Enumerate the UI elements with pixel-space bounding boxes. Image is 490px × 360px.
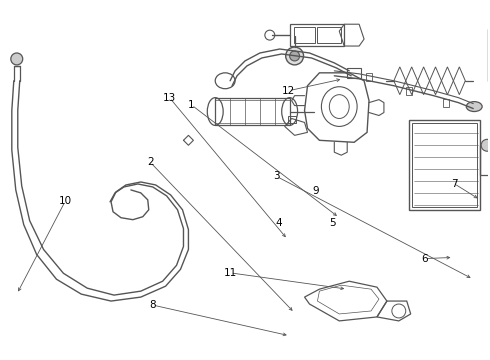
Text: 10: 10 [58, 197, 72, 206]
Bar [318, 27, 341, 43]
Ellipse shape [290, 51, 299, 61]
Ellipse shape [286, 47, 303, 65]
Bar [215, 98, 290, 125]
Bar [480, 145, 490, 175]
Text: 11: 11 [224, 268, 237, 278]
Bar [294, 27, 316, 43]
Ellipse shape [481, 139, 490, 151]
Bar [406, 87, 412, 95]
Bar [215, 100, 290, 123]
Bar [288, 116, 295, 123]
Text: 7: 7 [451, 179, 457, 189]
Text: 4: 4 [276, 218, 282, 228]
Text: 9: 9 [312, 186, 319, 196]
Bar [443, 99, 449, 107]
Bar [488, 29, 490, 81]
Bar [347, 68, 361, 78]
Text: 1: 1 [188, 100, 195, 110]
Bar [366, 73, 372, 81]
Bar [412, 123, 477, 207]
Text: 6: 6 [421, 253, 428, 264]
Text: 13: 13 [163, 93, 176, 103]
Text: 2: 2 [147, 157, 153, 167]
Bar [290, 24, 344, 46]
Bar [409, 121, 480, 210]
Text: 3: 3 [273, 171, 280, 181]
Text: 12: 12 [282, 86, 295, 96]
Ellipse shape [11, 53, 23, 65]
Ellipse shape [466, 102, 482, 112]
Text: 5: 5 [329, 218, 336, 228]
Text: 8: 8 [149, 300, 156, 310]
